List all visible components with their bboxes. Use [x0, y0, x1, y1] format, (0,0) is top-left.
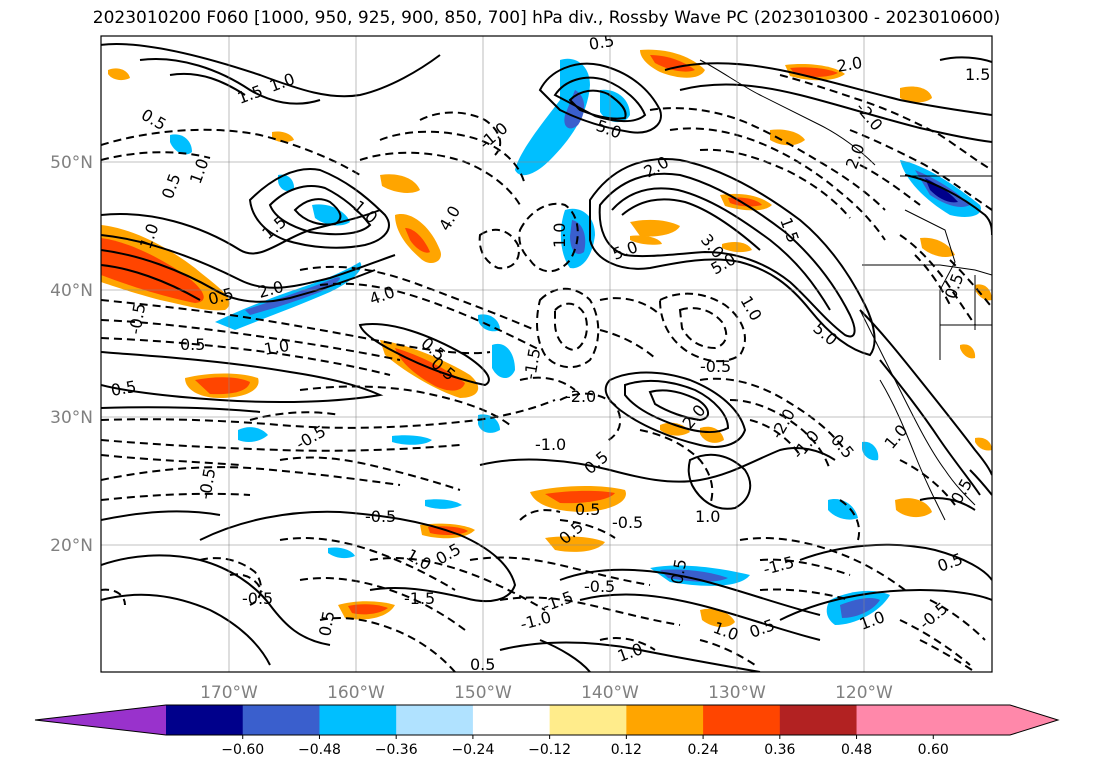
lon-label: 130°W	[708, 683, 766, 703]
colorbar-outline	[34, 704, 1060, 736]
contour-label: -0.5	[700, 357, 731, 376]
colorbar-extend-high	[1010, 705, 1058, 735]
lon-label: 170°W	[200, 683, 258, 703]
lat-label: 20°N	[50, 536, 93, 556]
colorbar-tick-label: 0.60	[918, 742, 949, 758]
colorbar-tick-label: −0.12	[528, 742, 571, 758]
contour-dashed-layer	[101, 74, 992, 672]
contour-label: 0.5	[575, 500, 600, 519]
colorbar-bin	[779, 705, 858, 735]
contour-label: -0.5	[242, 589, 273, 608]
lon-label: 140°W	[581, 683, 639, 703]
contour-label: -1.5	[404, 589, 435, 608]
lon-label: 160°W	[327, 683, 385, 703]
colorbar-bin	[626, 705, 704, 735]
contour-layer	[101, 43, 992, 672]
colorbar-tick-label: 0.48	[841, 742, 872, 758]
contour-label: 0.5	[587, 31, 615, 54]
contour-label: 0.5	[470, 655, 495, 674]
lat-label: 50°N	[50, 153, 93, 173]
colorbar-bin	[703, 705, 781, 735]
colorbar-tick-label: 0.12	[611, 742, 642, 758]
lat-label: 30°N	[50, 408, 93, 428]
contour-label: -0.5	[584, 577, 615, 596]
colorbar-tick-label: 0.24	[688, 742, 719, 758]
contour-label: 0.5	[667, 557, 690, 585]
colorbar-tick-label: 0.36	[764, 742, 795, 758]
contour-label: 0.5	[109, 377, 137, 400]
figure-title: 2023010200 F060 [1000, 950, 925, 900, 85…	[92, 8, 1001, 28]
map-frame	[100, 35, 993, 673]
colorbar-bin	[856, 705, 934, 735]
contour-label: 0.5	[315, 609, 338, 637]
contour-label: 1.0	[262, 336, 290, 359]
colorbar-bin	[472, 705, 551, 735]
colorbar-extend-low	[35, 705, 166, 735]
lat-label: 40°N	[50, 281, 93, 301]
lon-label: 120°W	[835, 683, 893, 703]
gridlines	[101, 36, 992, 672]
contour-label: -0.5	[365, 507, 396, 526]
colorbar-tick-label: −0.60	[221, 742, 264, 758]
lon-label: 150°W	[454, 683, 512, 703]
contour-label: 1.0	[550, 223, 569, 248]
colorbar-tick-label: −0.24	[451, 742, 494, 758]
contour-label: 1.0	[695, 507, 720, 526]
contour-label: 1.5	[965, 65, 990, 84]
contour-label: -2.0	[565, 387, 596, 406]
colorbar-bin	[242, 705, 320, 735]
contour-label: -1.0	[535, 435, 566, 454]
contour-label: -0.5	[612, 513, 643, 532]
colorbar-bin	[166, 705, 244, 735]
colorbar-tick-label: −0.48	[298, 742, 341, 758]
colorbar-bin	[933, 705, 1011, 735]
contour-label: 0.5	[180, 335, 205, 354]
colorbar-bin	[319, 705, 397, 735]
lon-labels: 170°W 160°W 150°W 140°W 130°W 120°W	[200, 683, 893, 703]
colorbar: −0.60 −0.48 −0.36 −0.24 −0.12 0.12 0.24 0.36 0.4…	[34, 704, 1060, 758]
colorbar-bin	[396, 705, 474, 735]
colorbar-tick-label: −0.36	[375, 742, 418, 758]
contour-label: 2.0	[835, 53, 863, 76]
boundary-layer	[699, 59, 992, 521]
colorbar-bin	[549, 705, 627, 735]
lat-labels: 50°N 40°N 30°N 20°N	[50, 153, 93, 556]
